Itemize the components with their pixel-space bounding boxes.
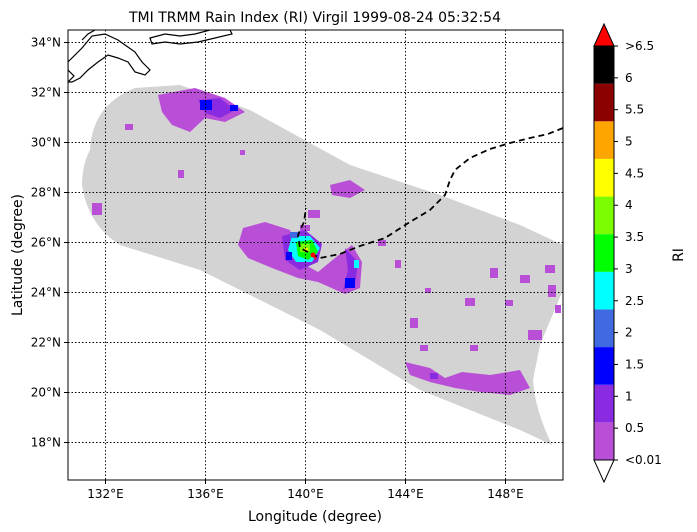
japan-coastline bbox=[68, 30, 233, 83]
y-tick-label-0: 18°N bbox=[31, 436, 61, 450]
colorbar-segment-10 bbox=[594, 46, 614, 84]
y-tick-label-3: 24°N bbox=[31, 286, 61, 300]
colorbar-tick-label-3: 1.5 bbox=[625, 357, 644, 371]
y-tick-label-6: 30°N bbox=[31, 136, 61, 150]
map-title: TMI TRMM Rain Index (RI) Virgil 1999-08-… bbox=[128, 10, 501, 26]
colorbar-under-arrow bbox=[593, 459, 615, 484]
y-tick-label-2: 22°N bbox=[31, 336, 61, 350]
y-tick-label-8: 34°N bbox=[31, 36, 61, 50]
tmi-swath bbox=[82, 85, 563, 445]
storm-center-track-mark bbox=[311, 253, 317, 260]
y-axis-label: Latitude (degree) bbox=[10, 194, 26, 316]
colorbar-tick-label-12: 6 bbox=[625, 71, 633, 85]
x-tick-label-1: 136°E bbox=[187, 487, 224, 501]
colorbar-segment-4 bbox=[594, 271, 614, 310]
colorbar-frame bbox=[593, 45, 615, 461]
colorbar-segment-2 bbox=[594, 347, 614, 385]
x-tick-label-0: 132°E bbox=[87, 487, 124, 501]
map-frame bbox=[67, 29, 564, 481]
colorbar-segment-6 bbox=[594, 196, 614, 235]
colorbar-tick-label-11: 5.5 bbox=[625, 103, 644, 117]
colorbar: <0.01 0.5 1 1.5 2 2.5 3 3.5 4 4.5 5 5.5 6 >6.5 bbox=[593, 22, 662, 484]
latitude-ticks: 18°N 20°N 22°N 24°N 26°N 28°N 30°N 32°N 34°N bbox=[31, 36, 68, 450]
colorbar-tick-label-5: 2.5 bbox=[625, 294, 644, 308]
colorbar-segment-3 bbox=[594, 309, 614, 348]
colorbar-tick-label-10: 5 bbox=[625, 135, 633, 149]
colorbar-segment-5 bbox=[594, 234, 614, 272]
lat-lon-grid bbox=[68, 30, 563, 480]
colorbar-segment-0 bbox=[594, 422, 614, 460]
colorbar-label: RI bbox=[671, 248, 687, 262]
y-tick-label-1: 20°N bbox=[31, 386, 61, 400]
colorbar-tick-label-4: 2 bbox=[625, 326, 633, 340]
longitude-ticks: 132°E 136°E 140°E 144°E 148°E bbox=[87, 480, 524, 501]
y-tick-label-4: 26°N bbox=[31, 236, 61, 250]
y-tick-label-7: 32°N bbox=[31, 86, 61, 100]
colorbar-segment-7 bbox=[594, 158, 614, 197]
colorbar-tick-label-6: 3 bbox=[625, 262, 633, 276]
colorbar-segment-1 bbox=[594, 384, 614, 423]
x-tick-label-2: 140°E bbox=[287, 487, 324, 501]
map-plot-area: 132°E 136°E 140°E 144°E 148°E 18°N 20°N 22°N 24… bbox=[31, 29, 564, 501]
colorbar-tick-label-0: <0.01 bbox=[625, 453, 662, 467]
x-axis-label: Longitude (degree) bbox=[248, 509, 382, 525]
colorbar-segment-9 bbox=[594, 83, 614, 122]
colorbar-tick-label-9: 4.5 bbox=[625, 166, 644, 180]
x-tick-label-4: 148°E bbox=[487, 487, 524, 501]
colorbar-tick-label-8: 4 bbox=[625, 198, 633, 212]
colorbar-tick-label-13: >6.5 bbox=[625, 39, 654, 53]
colorbar-tick-label-1: 0.5 bbox=[625, 421, 644, 435]
colorbar-over-arrow bbox=[593, 22, 615, 47]
y-tick-label-5: 28°N bbox=[31, 186, 61, 200]
colorbar-tick-label-7: 3.5 bbox=[625, 230, 644, 244]
colorbar-segment-8 bbox=[594, 121, 614, 159]
colorbar-tick-label-2: 1 bbox=[625, 389, 633, 403]
storm-track bbox=[297, 127, 563, 259]
rain-low-patches bbox=[92, 88, 561, 395]
x-tick-label-3: 144°E bbox=[387, 487, 424, 501]
